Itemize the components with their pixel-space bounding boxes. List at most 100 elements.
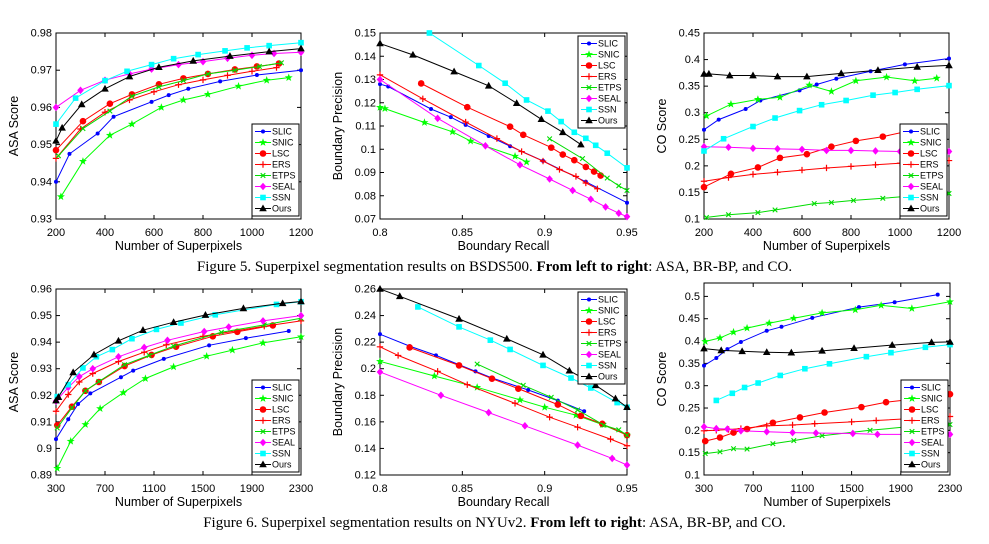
data-point [519,131,527,139]
data-point [945,61,953,69]
series-ssn [713,341,953,404]
legend-item-ssn: SSN [255,449,291,459]
x-tick-label: 1500 [839,483,863,495]
data-point [880,195,886,201]
data-point [546,136,553,142]
data-point [587,195,595,204]
data-point [714,356,719,361]
legend-marker [908,406,916,413]
data-point [243,336,248,341]
data-point [798,145,806,154]
legend-item-ssn: SSN [904,449,940,459]
data-point [700,422,708,431]
data-point [222,48,228,54]
data-point [376,75,384,84]
data-point [456,324,462,330]
data-point [798,166,806,174]
data-point [548,394,554,400]
data-point [380,104,389,112]
x-axis-label: Number of Superpixels [763,495,890,509]
data-point [872,161,879,168]
y-axis-label: ASA Score [7,96,21,156]
data-point [419,95,427,102]
data-point [819,433,825,439]
x-axis-label: Number of Superpixels [763,239,890,253]
series-line [56,67,277,159]
data-point [727,170,735,178]
y-tick-label: 0.91 [31,416,52,428]
legend-marker [585,318,593,325]
data-point [515,395,524,404]
data-point [434,114,441,123]
data-point [713,424,720,433]
data-point [474,361,480,367]
data-point [574,441,581,449]
series-ours [52,297,305,404]
data-point [571,156,578,164]
legend-label: SSN [598,105,617,115]
legend-item-slic: SLIC [903,127,941,137]
data-point [867,427,873,434]
data-point [248,68,256,75]
data-point [522,157,531,166]
series-line [380,74,598,190]
x-axis-label: Boundary Recall [458,239,550,253]
data-point [52,136,60,144]
data-point [569,186,576,195]
data-point [700,344,708,352]
data-point [395,292,404,300]
series-seal [700,422,954,439]
legend-item-snic: SNIC [255,394,294,404]
data-point [81,420,90,428]
data-point [212,311,219,318]
legend-item-snic: SNIC [903,138,942,148]
legend-label: SEAL [920,182,943,192]
data-point [700,183,708,191]
data-point [818,346,826,354]
data-point [52,146,60,154]
y-tick-label: 0.92 [31,390,52,402]
data-point [882,72,891,81]
data-point [701,437,709,445]
data-point [837,69,845,77]
y-axis-label: ASA Score [7,352,21,412]
series-seal [376,75,631,221]
data-point [164,336,171,345]
data-point [796,414,804,421]
x-tick-label: 0.9 [537,483,552,495]
data-point [744,446,750,452]
legend-label: ERS [272,160,291,170]
data-point [725,143,732,152]
series-line [704,160,949,182]
y-tick-label: 0.15 [679,187,700,199]
data-point [851,305,860,314]
legend-item-ours: Ours [255,204,292,214]
data-point [225,323,233,331]
data-point [592,142,599,149]
y-axis-label: CO Score [655,352,669,407]
data-point [725,347,730,352]
legend-label: ETPS [272,171,296,181]
data-point [730,445,737,452]
data-point [874,66,882,73]
data-point [701,148,707,154]
x-axis-label: Number of Superpixels [115,495,242,509]
data-point [78,157,87,165]
data-point [52,103,60,112]
legend-marker [585,350,593,359]
legend-marker [585,116,593,124]
x-tick-label: 0.95 [616,483,637,495]
data-point [77,100,86,108]
data-point [749,71,757,79]
legend-marker [259,161,267,168]
series-line [704,64,949,78]
legend-label: SLIC [272,383,293,393]
data-point [52,155,60,162]
data-point [278,60,285,66]
data-point [703,214,710,221]
data-point [828,143,835,151]
y-tick-label: 0.5 [685,291,700,303]
series-ssn [426,30,630,171]
data-point [488,375,496,382]
